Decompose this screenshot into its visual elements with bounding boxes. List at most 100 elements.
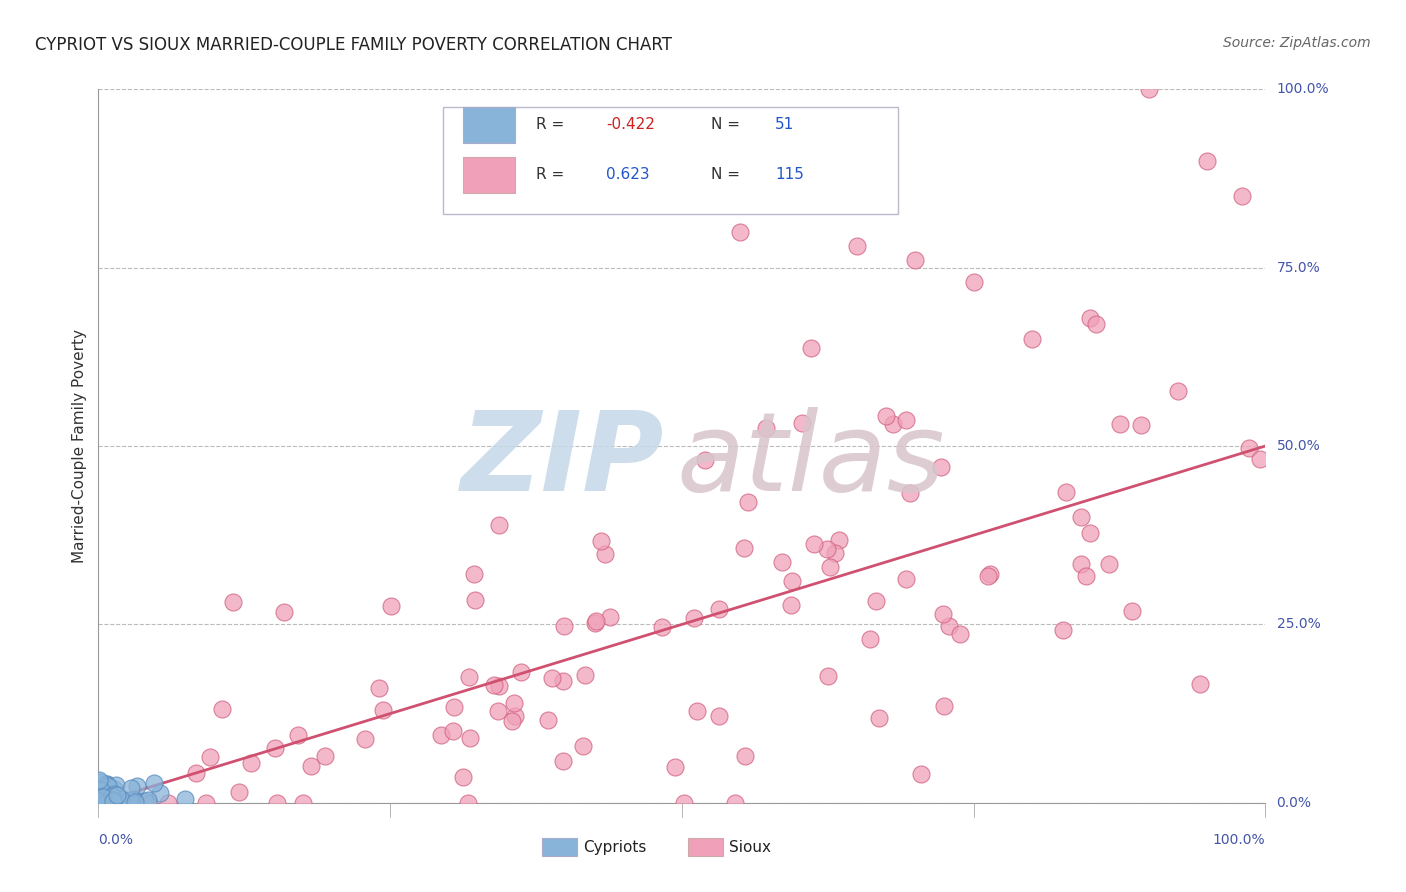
Point — [509, 665, 531, 680]
Point — [846, 239, 869, 253]
Point — [368, 681, 391, 695]
Point — [865, 593, 887, 607]
Point — [1076, 569, 1098, 583]
Point — [380, 599, 402, 613]
Point — [1080, 310, 1102, 325]
Text: R =: R = — [536, 167, 569, 182]
Point — [1021, 332, 1043, 346]
Point — [505, 709, 527, 723]
Point — [90, 794, 112, 808]
Point — [541, 671, 564, 685]
Point — [723, 796, 745, 810]
Point — [910, 767, 932, 781]
Point — [536, 713, 558, 727]
Point — [194, 796, 217, 810]
Point — [1249, 452, 1271, 467]
Point — [90, 784, 112, 798]
Point — [299, 758, 322, 772]
Point — [1054, 484, 1077, 499]
Point — [1109, 417, 1132, 431]
Point — [779, 598, 801, 612]
Point — [815, 542, 838, 557]
Point — [89, 793, 111, 807]
Point — [780, 574, 803, 589]
Point — [800, 341, 823, 355]
Bar — [463, 157, 515, 193]
Point — [371, 703, 394, 717]
Point — [707, 708, 730, 723]
Point — [1130, 418, 1153, 433]
Point — [707, 602, 730, 616]
Point — [174, 792, 197, 806]
Point — [770, 555, 793, 569]
Point — [671, 168, 693, 182]
Text: N =: N = — [711, 117, 745, 132]
Point — [949, 627, 972, 641]
Point — [931, 460, 953, 475]
Point — [551, 754, 574, 768]
Point — [314, 749, 336, 764]
Point — [198, 750, 221, 764]
Text: Source: ZipAtlas.com: Source: ZipAtlas.com — [1223, 36, 1371, 50]
Point — [664, 760, 686, 774]
Text: N =: N = — [711, 167, 745, 182]
Point — [591, 533, 613, 548]
Point — [979, 567, 1001, 582]
Point — [87, 794, 110, 808]
Point — [1237, 441, 1260, 455]
Point — [898, 485, 921, 500]
Point — [451, 770, 474, 784]
Bar — [688, 838, 723, 856]
Point — [157, 796, 180, 810]
Point — [593, 547, 616, 561]
Point — [792, 416, 814, 430]
Point — [463, 567, 485, 582]
Point — [1137, 82, 1160, 96]
Text: 51: 51 — [775, 117, 794, 132]
Point — [464, 592, 486, 607]
Point — [501, 714, 523, 728]
Point — [488, 518, 510, 533]
Point — [571, 739, 593, 754]
Point — [97, 779, 120, 793]
Point — [101, 792, 124, 806]
Point — [502, 696, 524, 710]
Point — [118, 793, 141, 807]
Point — [87, 794, 110, 808]
Point — [101, 789, 124, 804]
Point — [96, 795, 118, 809]
Point — [551, 673, 574, 688]
Text: 25.0%: 25.0% — [1277, 617, 1320, 632]
Point — [103, 794, 125, 808]
Text: 100.0%: 100.0% — [1213, 833, 1265, 847]
Point — [869, 711, 891, 725]
Text: 0.623: 0.623 — [606, 167, 650, 182]
Point — [894, 413, 917, 427]
Point — [91, 790, 114, 805]
Point — [228, 785, 250, 799]
Point — [904, 253, 927, 268]
Text: 0.0%: 0.0% — [98, 833, 134, 847]
Point — [273, 605, 295, 619]
Point — [482, 678, 505, 692]
FancyBboxPatch shape — [443, 107, 898, 214]
Point — [443, 699, 465, 714]
Point — [859, 632, 882, 646]
Point — [292, 796, 315, 810]
Point — [89, 793, 111, 807]
Text: 100.0%: 100.0% — [1277, 82, 1329, 96]
Point — [583, 615, 606, 630]
Point — [737, 495, 759, 509]
Point — [1197, 153, 1219, 168]
Point — [103, 781, 125, 796]
Point — [211, 701, 233, 715]
Point — [1084, 317, 1107, 331]
Bar — [541, 838, 576, 856]
Point — [94, 789, 117, 803]
Point — [828, 533, 851, 548]
Text: CYPRIOT VS SIOUX MARRIED-COUPLE FAMILY POVERTY CORRELATION CHART: CYPRIOT VS SIOUX MARRIED-COUPLE FAMILY P… — [35, 36, 672, 54]
Point — [91, 789, 114, 804]
Point — [977, 569, 1000, 583]
Text: 75.0%: 75.0% — [1277, 260, 1320, 275]
Point — [693, 453, 716, 467]
